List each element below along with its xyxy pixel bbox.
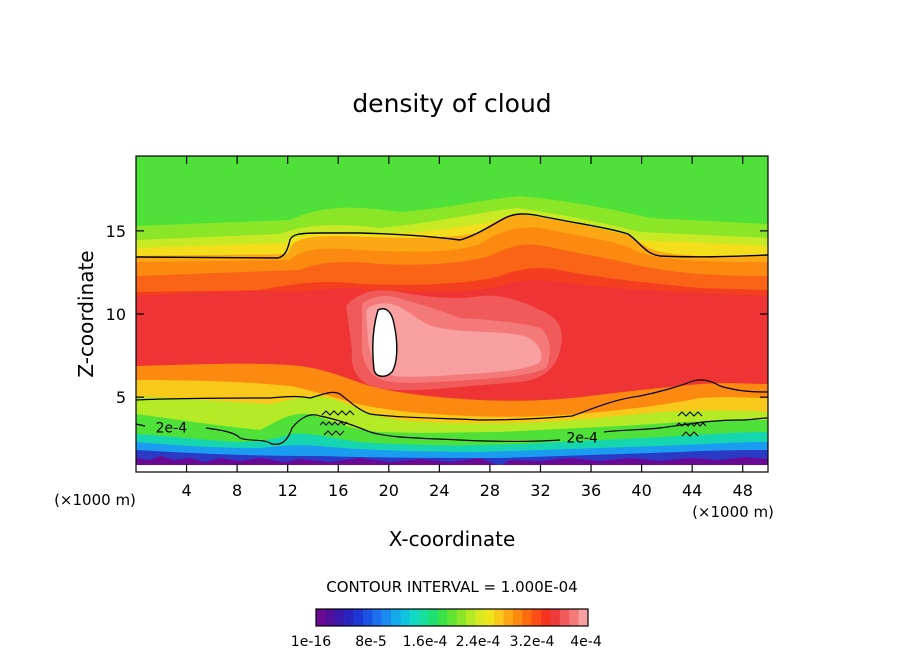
y-axis-title: Z-coordinate xyxy=(74,250,98,377)
colorbar-swatch xyxy=(475,609,486,626)
colorbar-swatch xyxy=(372,609,382,626)
contour-line-labels: 2e-4 2e-4 xyxy=(156,420,598,446)
colorbar-tick-label: 4e-4 xyxy=(570,634,602,650)
contour-line-label: 2e-4 xyxy=(156,420,188,436)
x-unit-label-right: (×1000 m) xyxy=(692,503,774,521)
contour-2e-4 xyxy=(136,414,768,445)
colorbar-swatch xyxy=(344,609,354,626)
colorbar-swatch xyxy=(569,609,579,626)
colorbar-swatch xyxy=(334,609,345,626)
contour-upper xyxy=(136,213,768,259)
colorbar-swatch xyxy=(437,609,448,626)
x-tick-label: 32 xyxy=(530,481,550,500)
max-core xyxy=(372,308,398,377)
x-tick-label: 40 xyxy=(631,481,651,500)
colorbar-tick-label: 3.2e-4 xyxy=(510,634,555,650)
x-tick-label: 12 xyxy=(278,481,298,500)
colorbar-swatch xyxy=(381,609,392,626)
plot-area: 2e-4 2e-4 xyxy=(136,156,768,472)
colorbar-swatch xyxy=(447,609,457,626)
colorbar xyxy=(315,608,589,627)
colorbar-swatch xyxy=(409,609,420,626)
colorbar-swatch xyxy=(456,609,467,626)
contour-noise-44 xyxy=(675,411,707,437)
contour-line-label: 2e-4 xyxy=(566,430,598,446)
colorbar-swatch xyxy=(325,609,336,626)
x-axis-title: X-coordinate xyxy=(389,527,516,551)
x-tick-label: 48 xyxy=(733,481,753,500)
colorbar-swatch xyxy=(559,609,570,626)
colorbar-swatch xyxy=(419,609,429,626)
colorbar-tick-label: 8e-5 xyxy=(355,634,386,650)
colorbar-swatch xyxy=(503,609,514,626)
colorbar-swatch xyxy=(550,609,561,626)
band-pink-light xyxy=(366,303,542,377)
colorbar-swatch xyxy=(400,609,411,626)
colorbar-swatch xyxy=(512,609,523,626)
x-tick-label: 8 xyxy=(232,481,242,500)
x-tick-label: 44 xyxy=(682,481,702,500)
colorbar-swatch xyxy=(531,609,542,626)
contour-interval-text: CONTOUR INTERVAL = 1.000E-04 xyxy=(326,578,577,596)
x-tick-label: 16 xyxy=(328,481,348,500)
colorbar-swatch xyxy=(362,609,373,626)
chart-title: density of cloud xyxy=(352,89,551,118)
colorbar-tick-label: 1.6e-4 xyxy=(403,634,448,650)
colorbar-swatch xyxy=(316,609,326,626)
x-tick-label: 36 xyxy=(581,481,601,500)
x-unit-label: (×1000 m) xyxy=(54,491,136,509)
x-tick-label: 4 xyxy=(181,481,191,500)
y-tick-label: 10 xyxy=(106,305,126,324)
colorbar-labels: 1e-16 8e-5 1.6e-4 2.4e-4 3.2e-4 4e-4 xyxy=(291,634,602,650)
colorbar-swatch xyxy=(353,609,364,626)
colorbar-swatch xyxy=(522,609,533,626)
contour-mid xyxy=(136,379,768,421)
plot-bottom-gap xyxy=(136,465,768,472)
colorbar-swatch xyxy=(541,609,551,626)
colorbar-swatch xyxy=(494,609,504,626)
y-tick-label: 5 xyxy=(116,388,126,407)
colorbar-swatch xyxy=(484,609,495,626)
x-tick-label: 24 xyxy=(429,481,449,500)
x-tick-label: 20 xyxy=(379,481,399,500)
y-tick-label: 15 xyxy=(106,222,126,241)
colorbar-swatch xyxy=(578,609,589,626)
y-axis: 5 10 15 xyxy=(106,222,768,407)
colorbar-tick-label: 2.4e-4 xyxy=(456,634,501,650)
colorbar-swatch xyxy=(428,609,439,626)
x-axis: 4 8 12 16 20 24 28 32 36 40 44 48 xyxy=(181,156,753,500)
x-tick-label: 28 xyxy=(480,481,500,500)
colorbar-swatch xyxy=(466,609,476,626)
colorbar-frame xyxy=(315,608,589,627)
contour-noise-16 xyxy=(319,410,355,436)
colorbar-tick-label: 1e-16 xyxy=(291,634,331,650)
colorbar-swatch xyxy=(391,609,401,626)
